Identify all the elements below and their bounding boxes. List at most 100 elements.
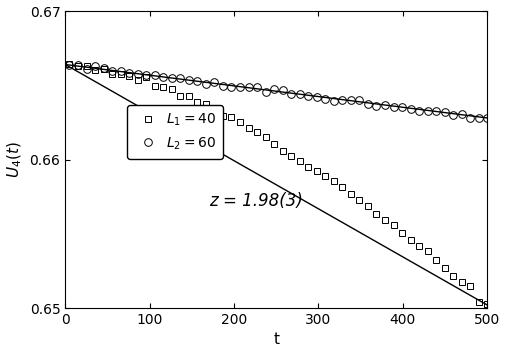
$L_1 = 40$ — [279, 149, 285, 153]
$L_2 = 60$ — [279, 88, 285, 92]
$L_1 = 40$ — [152, 83, 158, 88]
$L_2 = 60$ — [262, 90, 268, 94]
$L_1 = 40$ — [236, 120, 242, 125]
$L_1 = 40$ — [271, 142, 277, 146]
$L_1 = 40$ — [177, 94, 183, 98]
$L_2 = 60$ — [296, 92, 302, 97]
$L_1 = 40$ — [117, 72, 123, 76]
$L_2 = 60$ — [228, 85, 234, 89]
$L_2 = 60$ — [466, 115, 472, 120]
$L_2 = 60$ — [211, 80, 217, 84]
$L_2 = 60$ — [381, 103, 387, 107]
$L_1 = 40$ — [458, 280, 464, 285]
$L_1 = 40$ — [339, 185, 345, 189]
$L_2 = 60$ — [109, 68, 115, 73]
$L_2 = 60$ — [236, 85, 242, 89]
$L_1 = 40$ — [398, 231, 405, 235]
$L_2 = 60$ — [117, 69, 123, 73]
$L_2 = 60$ — [66, 62, 72, 67]
$L_1 = 40$ — [347, 192, 353, 196]
$L_1 = 40$ — [126, 74, 132, 79]
$L_1 = 40$ — [185, 94, 191, 98]
Text: z = 1.98(3): z = 1.98(3) — [209, 192, 302, 210]
$L_2 = 60$ — [458, 112, 464, 116]
$L_2 = 60$ — [424, 109, 430, 113]
$L_2 = 60$ — [364, 102, 370, 106]
$L_2 = 60$ — [100, 66, 107, 70]
$L_1 = 40$ — [390, 223, 396, 227]
$L_2 = 60$ — [415, 109, 421, 113]
Legend: $L_1 = 40$, $L_2 = 60$: $L_1 = 40$, $L_2 = 60$ — [127, 105, 222, 158]
$L_1 = 40$ — [194, 100, 200, 104]
$L_1 = 40$ — [134, 78, 140, 82]
$L_1 = 40$ — [407, 238, 413, 242]
$L_1 = 40$ — [441, 266, 447, 270]
$L_2 = 60$ — [152, 73, 158, 77]
$L_1 = 40$ — [466, 284, 472, 288]
$L_1 = 40$ — [83, 64, 89, 68]
$L_2 = 60$ — [441, 110, 447, 114]
$L_1 = 40$ — [220, 114, 226, 118]
$L_2 = 60$ — [134, 72, 140, 76]
$L_1 = 40$ — [415, 244, 421, 248]
$L_1 = 40$ — [245, 126, 251, 130]
$L_2 = 60$ — [373, 104, 379, 108]
$L_1 = 40$ — [322, 174, 328, 178]
$L_1 = 40$ — [143, 75, 149, 79]
$L_1 = 40$ — [254, 130, 260, 134]
$L_2 = 60$ — [356, 97, 362, 102]
$L_2 = 60$ — [347, 98, 353, 102]
$L_1 = 40$ — [483, 302, 489, 306]
$L_1 = 40$ — [160, 85, 166, 89]
$L_1 = 40$ — [424, 249, 430, 253]
$L_1 = 40$ — [109, 72, 115, 76]
$L_1 = 40$ — [475, 300, 481, 304]
$L_2 = 60$ — [475, 115, 481, 120]
Y-axis label: $U_4(t)$: $U_4(t)$ — [6, 141, 24, 178]
$L_2 = 60$ — [203, 82, 209, 86]
$L_2 = 60$ — [177, 76, 183, 80]
$L_2 = 60$ — [169, 76, 175, 80]
$L_1 = 40$ — [449, 274, 456, 278]
$L_2 = 60$ — [322, 97, 328, 101]
$L_1 = 40$ — [296, 159, 302, 163]
$L_2 = 60$ — [339, 98, 345, 102]
$L_2 = 60$ — [313, 95, 319, 99]
$L_1 = 40$ — [373, 211, 379, 216]
$L_2 = 60$ — [160, 74, 166, 79]
$L_2 = 60$ — [75, 63, 81, 67]
$L_2 = 60$ — [407, 107, 413, 111]
$L_1 = 40$ — [203, 102, 209, 107]
$L_1 = 40$ — [211, 109, 217, 114]
$L_1 = 40$ — [305, 165, 311, 169]
$L_2 = 60$ — [126, 71, 132, 76]
Line: $L_2 = 60$: $L_2 = 60$ — [66, 61, 490, 121]
$L_2 = 60$ — [220, 84, 226, 88]
$L_2 = 60$ — [390, 104, 396, 109]
$L_2 = 60$ — [449, 113, 456, 117]
$L_2 = 60$ — [194, 79, 200, 83]
$L_2 = 60$ — [245, 85, 251, 89]
$L_1 = 40$ — [92, 68, 98, 73]
$L_1 = 40$ — [287, 154, 293, 158]
$L_1 = 40$ — [432, 258, 438, 262]
$L_2 = 60$ — [432, 108, 438, 113]
$L_1 = 40$ — [330, 179, 336, 184]
$L_2 = 60$ — [83, 66, 89, 71]
$L_2 = 60$ — [287, 91, 293, 96]
$L_2 = 60$ — [398, 104, 405, 109]
$L_1 = 40$ — [169, 87, 175, 91]
$L_1 = 40$ — [364, 204, 370, 208]
$L_1 = 40$ — [356, 198, 362, 202]
$L_1 = 40$ — [228, 115, 234, 119]
$L_2 = 60$ — [483, 116, 489, 120]
$L_1 = 40$ — [75, 64, 81, 68]
$L_2 = 60$ — [143, 73, 149, 77]
$L_1 = 40$ — [262, 134, 268, 139]
X-axis label: t: t — [273, 333, 279, 347]
$L_2 = 60$ — [92, 64, 98, 68]
$L_2 = 60$ — [271, 87, 277, 91]
$L_2 = 60$ — [330, 98, 336, 103]
$L_2 = 60$ — [305, 94, 311, 98]
$L_1 = 40$ — [313, 168, 319, 173]
